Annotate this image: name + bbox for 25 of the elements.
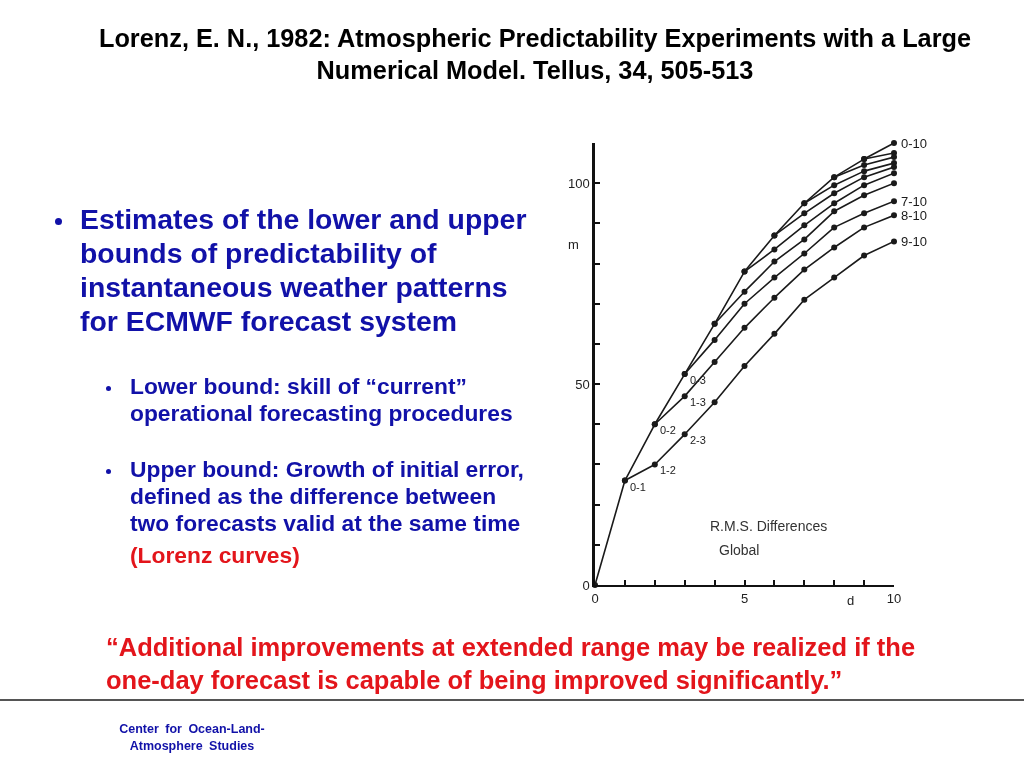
y-tick-label: 0 [582, 577, 590, 593]
text: Center for Ocean-Land-Atmosphere Studies [118, 721, 266, 755]
x-tick-label: 10 [886, 590, 902, 606]
annotation: 2-3 [690, 434, 706, 446]
annotation: R.M.S. Differences [710, 518, 828, 534]
x-tick-label: 5 [740, 590, 749, 606]
annotation: 1-3 [690, 396, 706, 408]
y-tick-label: 50 [575, 376, 590, 392]
annotation: 0-2 [660, 424, 676, 436]
annotation: Global [719, 542, 760, 558]
text: Lower bound: skill of “current” operational forecasting procedures [130, 373, 514, 427]
series-label: 9-10 [901, 234, 928, 249]
series-label: 0-10 [901, 136, 928, 151]
series-label: 8-10 [901, 208, 928, 223]
x-axis-title: d [847, 593, 855, 608]
y-axis-title: m [568, 237, 579, 252]
text: Upper bound: Growth of initial error, defined as the difference between two forecasts valid at the same time [130, 456, 525, 537]
text: “Additional improvements at extended range may be realized if the one-day forecast is capable of being improved significantly.” [106, 632, 917, 696]
y-tick-label: 100 [567, 175, 590, 191]
series-label: 7-10 [901, 194, 928, 209]
text: Estimates of the lower and upper bounds of predictability of instantaneous weather patterns for ECMWF forecast system [80, 202, 528, 338]
chart-title: Lorenz, E. N., 1982: Atmospheric Predictability Experiments with a Large Numerical Model. Tellus, 34, 505-513 [97, 23, 973, 86]
text: (Lorenz curves) [130, 542, 301, 569]
annotation: 0-1 [630, 481, 646, 493]
annotation: 1-2 [660, 464, 676, 476]
